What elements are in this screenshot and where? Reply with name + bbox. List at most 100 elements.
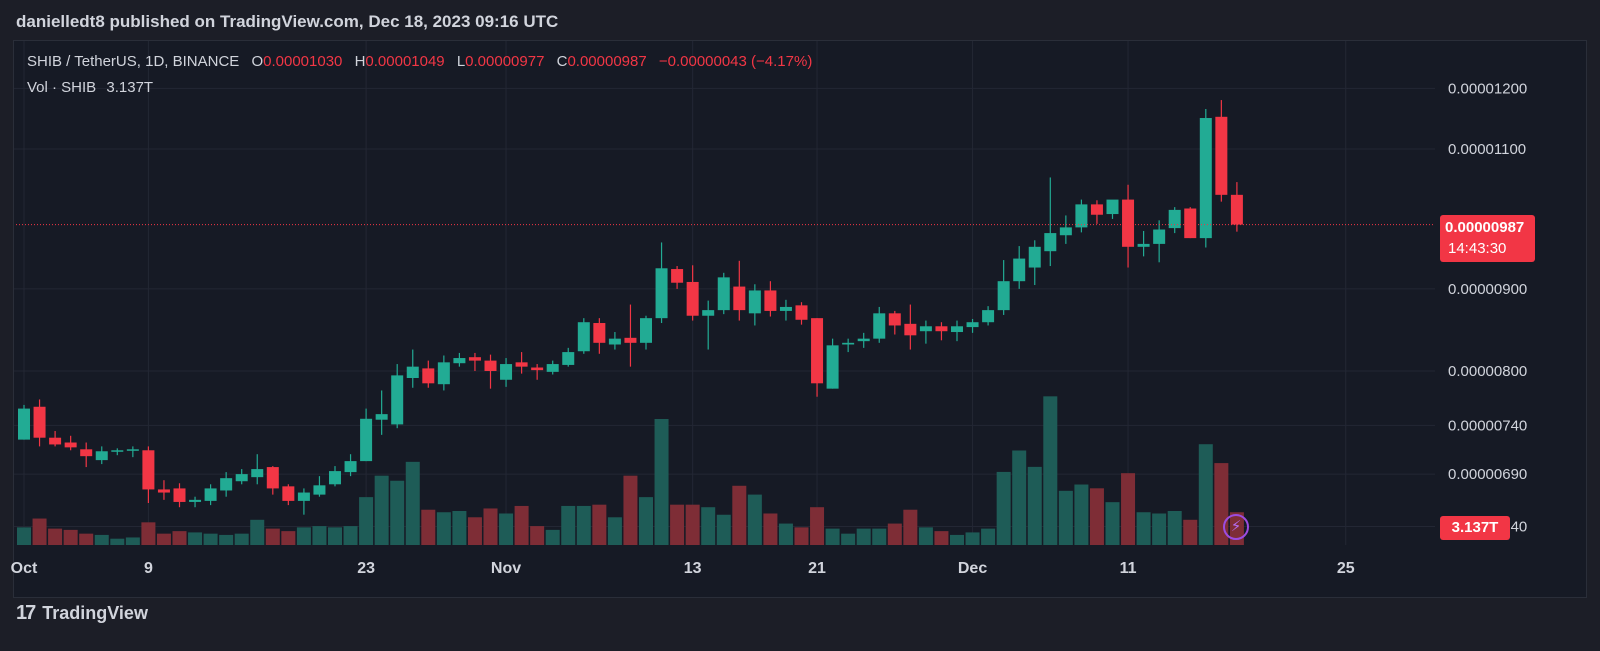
candle-body [857, 338, 870, 342]
volume-bar [530, 526, 545, 545]
candle [515, 352, 528, 374]
bar-countdown: 14:43:30 [1448, 240, 1507, 257]
candle [126, 446, 139, 458]
price-tick-label: 0.00000800 [1448, 363, 1527, 380]
volume-bar [965, 532, 980, 545]
volume-bar [639, 497, 653, 545]
candle [826, 338, 839, 389]
volume-bar [48, 528, 63, 545]
volume-bar [374, 475, 389, 545]
volume-bar [607, 517, 622, 545]
change-value: −0.00000043 (−4.17%) [658, 53, 813, 70]
volume-bar [1058, 490, 1073, 545]
current-volume-tag: 3.137T [1440, 516, 1510, 540]
volume-bar [576, 505, 591, 545]
time-tick-label: Oct [11, 560, 38, 577]
candle [406, 349, 419, 388]
volume-bar [17, 527, 31, 545]
candle-body [1122, 199, 1135, 247]
candles [18, 100, 1243, 515]
candle [111, 448, 124, 456]
candle-body [546, 364, 559, 372]
candle [282, 484, 295, 506]
volume-bar [79, 533, 94, 545]
candle-body [951, 326, 963, 333]
volume-bar [203, 533, 218, 545]
candle-body [997, 281, 1010, 311]
candle-body [671, 269, 684, 283]
published-header: danielledt8 published on TradingView.com… [16, 12, 559, 31]
candle-body [1184, 208, 1197, 239]
candle-body [422, 368, 435, 384]
volume-bar [281, 531, 296, 545]
candle-body [1215, 116, 1228, 195]
high-value: 0.00001049 [365, 53, 445, 70]
candle [297, 488, 310, 515]
candle-body [344, 461, 357, 473]
candle-body [873, 313, 886, 339]
candle [1215, 100, 1228, 202]
candle-body [391, 375, 404, 425]
candle [1106, 199, 1119, 219]
volume-bar [841, 533, 856, 545]
candle-body [1230, 194, 1243, 225]
candle-body [593, 323, 606, 343]
volume-bar [872, 528, 887, 545]
symbol-label[interactable]: SHIB / TetherUS, 1D, BINANCE [27, 53, 240, 70]
volume-bar [359, 497, 374, 545]
volume-bar [110, 538, 125, 545]
volume-bar [156, 533, 171, 545]
low-value: 0.00000977 [465, 53, 545, 70]
candle-body [748, 290, 761, 314]
price-axis: 0.00001200 0.00001100 0.00000900 0.00000800… [1448, 80, 1527, 535]
volume-bar [685, 504, 700, 545]
volume-label[interactable]: Vol · SHIB [27, 79, 97, 96]
candle [1028, 240, 1041, 286]
current-price: 0.00000987 [1445, 219, 1525, 236]
low-label: L [456, 53, 466, 70]
volume-bar [934, 531, 949, 545]
volume-bar [1089, 488, 1104, 545]
candle [49, 431, 62, 447]
candle-body [562, 352, 575, 365]
candle [1044, 177, 1057, 267]
current-price-tag: 0.00000987 14:43:30 [1440, 215, 1535, 262]
volume-bar [467, 517, 482, 545]
candle-body [126, 449, 139, 451]
candle-body [18, 408, 30, 440]
volume-bar [390, 480, 405, 545]
candle-body [95, 451, 108, 461]
price-tick-label: 0.00000900 [1448, 281, 1527, 298]
volume-value: 3.137T [106, 79, 154, 96]
candle-body [733, 286, 746, 311]
candle-body [655, 268, 668, 319]
price-tick-label: 0.00001100 [1448, 141, 1526, 158]
candle-body [80, 449, 93, 457]
candle [64, 435, 77, 451]
candle-body [1013, 258, 1026, 282]
volume-bar [1043, 396, 1058, 545]
candle [1168, 207, 1181, 234]
volume-bar [172, 531, 187, 545]
candle-body [686, 281, 699, 316]
candle [33, 399, 46, 447]
volume-bar [343, 526, 358, 545]
price-tick-label: 0.00000690 [1448, 466, 1527, 483]
candle-body [935, 326, 948, 332]
candle-body [842, 342, 855, 345]
volume-bar [1105, 502, 1120, 545]
volume-bar [296, 527, 311, 545]
candle [702, 300, 715, 350]
candle [577, 318, 590, 354]
candle-body [406, 366, 419, 379]
candle [982, 306, 995, 326]
candle-body [717, 277, 730, 311]
open-label: O [251, 53, 264, 70]
candle [1122, 184, 1135, 268]
candle-body [220, 478, 233, 491]
candle-body [266, 467, 279, 489]
lightning-icon[interactable]: ⚡ [1223, 514, 1249, 540]
tradingview-logo[interactable]: 17 TradingView [16, 602, 148, 625]
volume-bar [794, 527, 809, 545]
